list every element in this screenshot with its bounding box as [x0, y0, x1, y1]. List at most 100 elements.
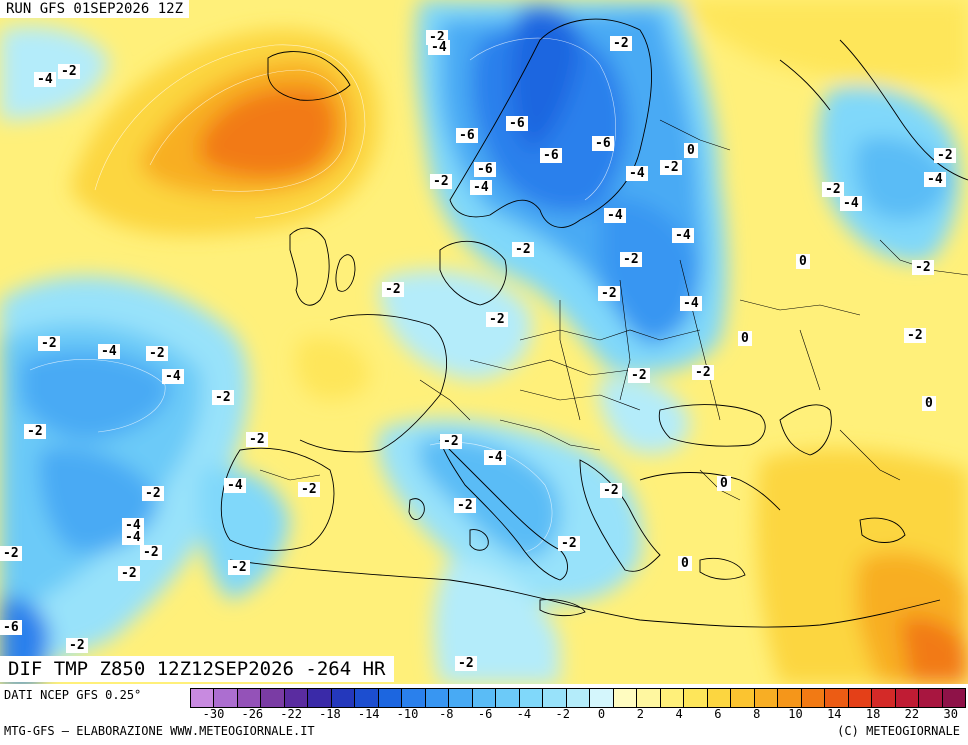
data-source: DATI NCEP GFS 0.25°	[4, 688, 142, 702]
color-swatch	[214, 688, 238, 708]
color-swatch	[801, 688, 826, 708]
color-swatch	[331, 688, 356, 708]
isotherm-value-label: -2	[904, 328, 926, 343]
scale-tick-label: 6	[714, 707, 722, 721]
scale-tick-label: 4	[675, 707, 683, 721]
scale-tick-label: 0	[597, 707, 606, 721]
isotherm-value-label: -2	[912, 260, 934, 275]
color-swatch	[942, 688, 966, 708]
scale-tick-label: -26	[241, 707, 264, 721]
scale-tick-label: 18	[865, 707, 881, 721]
isotherm-value-label: -2	[38, 336, 60, 351]
color-swatch	[590, 688, 614, 708]
footer-bar: DATI NCEP GFS 0.25° -30 -26 -22 -18 -14 -10 -8…	[0, 684, 968, 745]
isotherm-value-label: -2	[558, 536, 580, 551]
isotherm-value-label: -2	[66, 638, 88, 653]
isotherm-value-label: -2	[610, 36, 632, 51]
isotherm-value-label: 0	[922, 396, 936, 411]
copyright: (C) METEOGIORNALE	[837, 724, 960, 738]
isotherm-value-label: -2	[430, 174, 452, 189]
isotherm-value-label: 0	[738, 331, 752, 346]
color-swatch	[543, 688, 567, 708]
isotherm-value-label: -2	[146, 346, 168, 361]
color-swatch	[308, 688, 332, 708]
scale-tick-label: 22	[904, 707, 920, 721]
isotherm-value-label: -4	[604, 208, 626, 223]
isotherm-value-label: -2	[228, 560, 250, 575]
isotherm-value-label: -2	[660, 160, 682, 175]
isotherm-value-label: -2	[598, 286, 620, 301]
isotherm-value-label: -2	[692, 365, 714, 380]
isotherm-value-label: 0	[796, 254, 810, 269]
color-swatch	[425, 688, 450, 708]
map-canvas	[0, 0, 968, 684]
isotherm-value-label: -2	[455, 656, 477, 671]
color-swatch	[261, 688, 285, 708]
isotherm-value-label: -4	[470, 180, 492, 195]
color-swatch	[190, 688, 215, 708]
isotherm-value-label: 0	[684, 143, 698, 158]
isotherm-value-label: -2	[382, 282, 404, 297]
isotherm-value-label: -2	[246, 432, 268, 447]
isotherm-value-label: -2	[486, 312, 508, 327]
isotherm-value-label: -6	[540, 148, 562, 163]
credits: MTG-GFS – ELABORAZIONE WWW.METEOGIORNALE…	[4, 724, 315, 738]
color-swatch	[825, 688, 849, 708]
isotherm-value-label: -2	[298, 482, 320, 497]
isotherm-value-label: -2	[142, 486, 164, 501]
scale-tick-label: 2	[636, 707, 644, 721]
isotherm-value-label: -2	[600, 483, 622, 498]
isotherm-value-label: -4	[162, 369, 184, 384]
scale-tick-label: -22	[280, 707, 302, 721]
isotherm-value-label: -4	[672, 228, 694, 243]
isotherm-value-label: 0	[717, 476, 731, 491]
scale-tick-label: 30	[943, 707, 958, 721]
scale-tick-label: -4	[516, 707, 532, 721]
scale-tick-label: -2	[555, 707, 570, 721]
color-swatch	[566, 688, 591, 708]
scale-tick-label: 10	[788, 707, 803, 721]
isotherm-value-label: -4	[428, 40, 450, 55]
color-swatch	[402, 688, 426, 708]
isotherm-value-label: -4	[122, 530, 144, 545]
color-swatch	[660, 688, 685, 708]
scale-tick-label: -10	[396, 707, 419, 721]
color-swatch	[237, 688, 262, 708]
isotherm-value-label: -2	[454, 498, 476, 513]
isotherm-value-label: -2	[620, 252, 642, 267]
isotherm-value-label: -6	[456, 128, 478, 143]
isotherm-value-label: -2	[118, 566, 140, 581]
isotherm-value-label: -4	[484, 450, 506, 465]
color-swatch	[378, 688, 403, 708]
isotherm-value-label: -2	[934, 148, 956, 163]
isotherm-value-label: -2	[212, 390, 234, 405]
isotherm-value-label: -6	[0, 620, 22, 635]
isotherm-value-label: -4	[840, 196, 862, 211]
color-swatch	[848, 688, 873, 708]
color-swatch	[449, 688, 473, 708]
anomaly-field	[0, 0, 968, 684]
scale-tick-label: -6	[477, 707, 493, 721]
isotherm-value-label: -6	[592, 136, 614, 151]
isotherm-value-label: -4	[626, 166, 648, 181]
isotherm-value-label: -2	[24, 424, 46, 439]
isotherm-value-label: -6	[506, 116, 528, 131]
map-title: DIF TMP Z850 12Z12SEP2026 -264 HR	[0, 656, 394, 682]
color-scale	[190, 688, 966, 708]
scale-tick-label: -8	[439, 707, 454, 721]
isotherm-value-label: -4	[34, 72, 56, 87]
color-swatch	[895, 688, 920, 708]
isotherm-value-label: -2	[440, 434, 462, 449]
isotherm-value-label: -4	[224, 478, 246, 493]
color-swatch	[754, 688, 779, 708]
color-swatch	[872, 688, 896, 708]
color-swatch	[707, 688, 732, 708]
isotherm-value-label: -2	[0, 546, 22, 561]
isotherm-value-label: -4	[98, 344, 120, 359]
scale-tick-label: -18	[319, 707, 341, 721]
color-swatch	[355, 688, 379, 708]
scale-tick-label: -14	[357, 707, 380, 721]
run-label: RUN GFS 01SEP2026 12Z	[0, 0, 190, 18]
isotherm-value-label: -2	[628, 368, 650, 383]
scale-tick-label: 14	[827, 707, 842, 721]
